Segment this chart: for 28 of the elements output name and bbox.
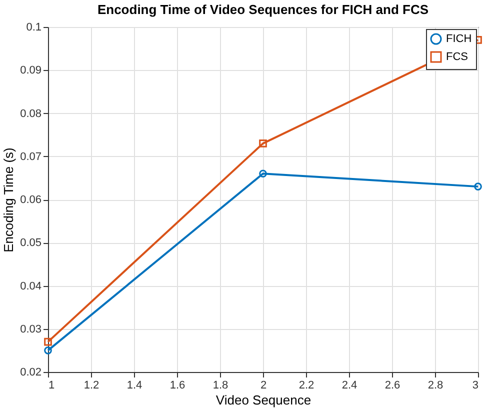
y-tick-label: 0.05	[20, 237, 42, 250]
x-tick-label: 1	[48, 380, 55, 392]
x-tick-label: 3	[472, 380, 478, 392]
x-tick-label: 1.2	[84, 380, 100, 392]
x-tick-label: 2.2	[298, 380, 314, 392]
y-tick-label: 0.02	[20, 366, 42, 378]
x-tick-label: 2.6	[384, 380, 400, 392]
legend-label: FICH	[446, 33, 472, 45]
y-tick-label: 0.04	[20, 280, 42, 292]
x-tick-label: 2	[260, 380, 267, 392]
y-axis-title: Encoding Time (s)	[1, 148, 16, 252]
point	[44, 338, 52, 346]
point	[259, 170, 267, 178]
y-tick-label: 0.1	[26, 22, 42, 34]
x-tick-label: 1.6	[170, 380, 186, 392]
y-tick-label: 0.03	[20, 323, 42, 336]
y-tick-label: 0.07	[20, 150, 42, 163]
x-tick-label: 1.4	[126, 380, 142, 392]
chart-title: Encoding Time of Video Sequences for FICH and FCS	[97, 2, 429, 17]
x-axis-title: Video Sequence	[216, 392, 312, 408]
y-tick-label: 0.06	[20, 194, 42, 206]
y-tick-label: 0.08	[20, 108, 42, 120]
point	[259, 140, 267, 148]
y-tick-label: 0.09	[20, 64, 42, 77]
x-tick-label: 2.8	[428, 380, 444, 392]
x-tick-label: 1.8	[212, 380, 228, 392]
legend-label: FCS	[446, 51, 468, 63]
x-tick-label: 2.4	[342, 380, 358, 392]
